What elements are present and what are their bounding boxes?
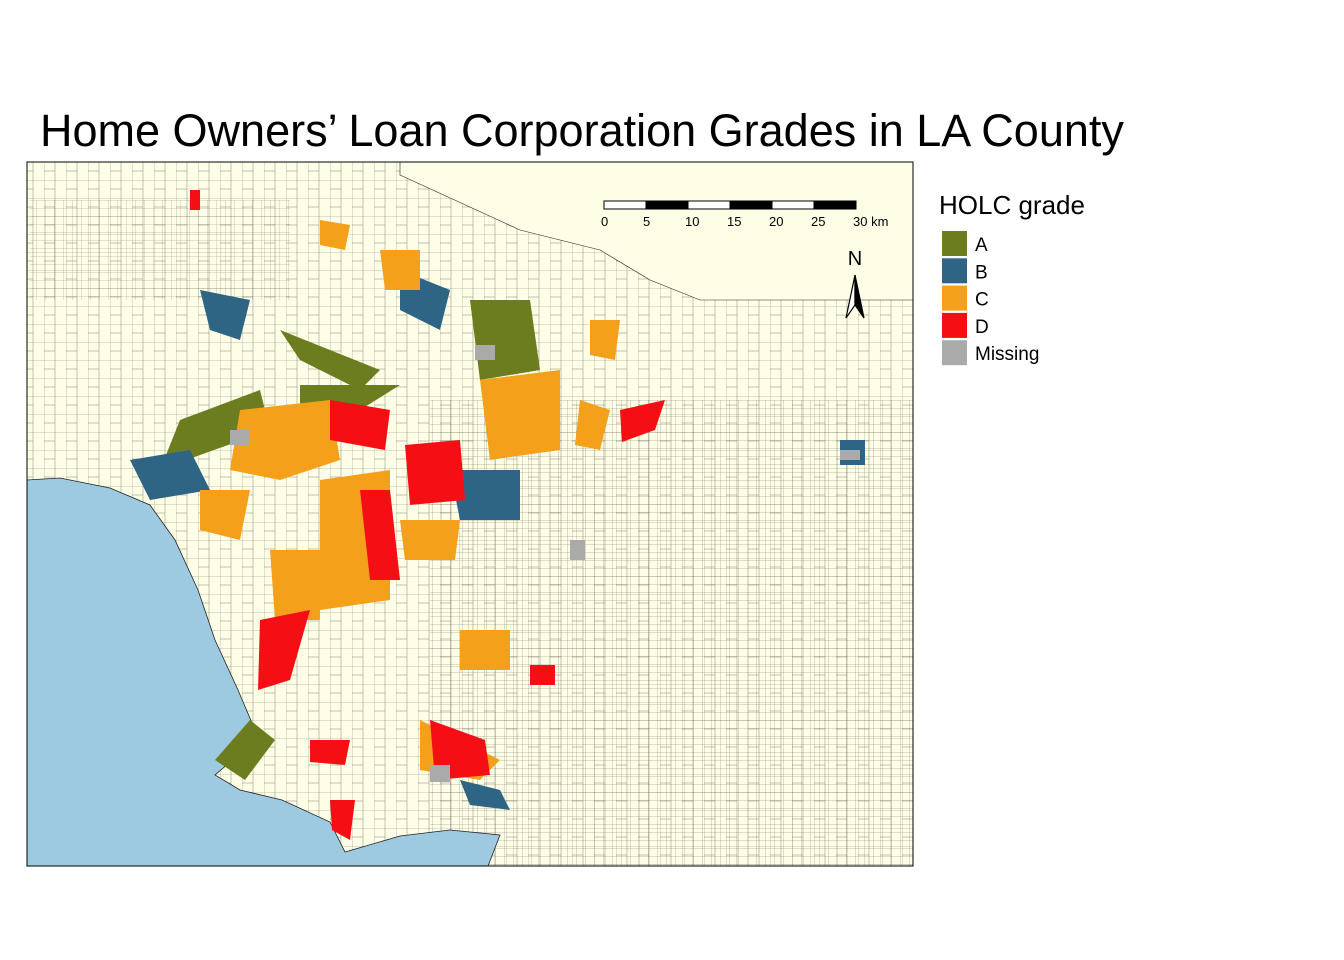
holc-area xyxy=(270,550,320,620)
scale-segment xyxy=(687,200,731,210)
holc-area xyxy=(380,250,420,290)
holc-area xyxy=(190,190,200,210)
holc-area xyxy=(230,430,250,445)
legend-swatch xyxy=(942,258,967,284)
scale-segment xyxy=(603,200,647,210)
scale-segment xyxy=(645,200,689,210)
holc-area xyxy=(460,630,510,670)
holc-area xyxy=(330,800,355,840)
scale-label: 20 xyxy=(769,214,783,229)
north-label: N xyxy=(848,248,862,270)
holc-area xyxy=(360,490,400,580)
scale-bar: 0 5 10 15 20 25 30 km xyxy=(601,200,888,229)
holc-areas xyxy=(130,190,865,840)
holc-area xyxy=(320,220,350,250)
holc-area xyxy=(280,330,380,390)
map-area xyxy=(27,162,913,866)
holc-area xyxy=(840,450,860,460)
holc-area xyxy=(215,720,275,780)
legend-label: C xyxy=(975,290,989,311)
holc-area xyxy=(405,440,465,505)
map-title: Home Owners’ Loan Corporation Grades in … xyxy=(40,105,1124,156)
holc-area xyxy=(200,490,250,540)
legend-label: D xyxy=(975,317,989,338)
legend-label: Missing xyxy=(975,344,1039,365)
legend-swatch xyxy=(942,340,967,366)
scale-segment xyxy=(813,200,857,210)
scale-label: 25 xyxy=(811,214,825,229)
north-arrow-right xyxy=(854,274,865,319)
scale-segment xyxy=(771,200,815,210)
holc-area xyxy=(570,540,585,560)
scale-label: 30 km xyxy=(853,214,888,229)
map-frame xyxy=(26,161,914,867)
holc-area xyxy=(575,400,610,450)
holc-area xyxy=(200,290,250,340)
scale-label: 0 xyxy=(601,214,608,229)
tract-lines-dense xyxy=(30,200,290,300)
holc-area xyxy=(530,665,555,685)
holc-area xyxy=(470,300,540,380)
legend-swatch xyxy=(942,312,967,338)
north-arrow: N xyxy=(845,248,865,319)
holc-area xyxy=(460,780,510,810)
legend-label: B xyxy=(975,262,988,283)
mountain-area xyxy=(399,162,913,301)
holc-area xyxy=(310,740,350,765)
scale-label: 5 xyxy=(643,214,650,229)
ocean xyxy=(27,477,501,866)
holc-area xyxy=(130,450,210,500)
holc-area xyxy=(620,400,665,442)
holc-area xyxy=(475,345,495,360)
holc-area xyxy=(590,320,620,360)
scale-segment xyxy=(729,200,773,210)
legend-swatch xyxy=(942,231,967,256)
holc-area xyxy=(230,400,340,480)
holc-area xyxy=(400,520,460,560)
holc-area xyxy=(330,400,390,450)
legend-label: A xyxy=(975,235,988,256)
holc-area xyxy=(480,370,560,460)
legend-title: HOLC grade xyxy=(939,190,1085,220)
scale-label: 15 xyxy=(727,214,741,229)
scale-label: 10 xyxy=(685,214,699,229)
holc-area xyxy=(450,470,520,520)
holc-area xyxy=(258,610,310,690)
legend-swatch xyxy=(942,285,967,311)
holc-area xyxy=(430,765,450,782)
